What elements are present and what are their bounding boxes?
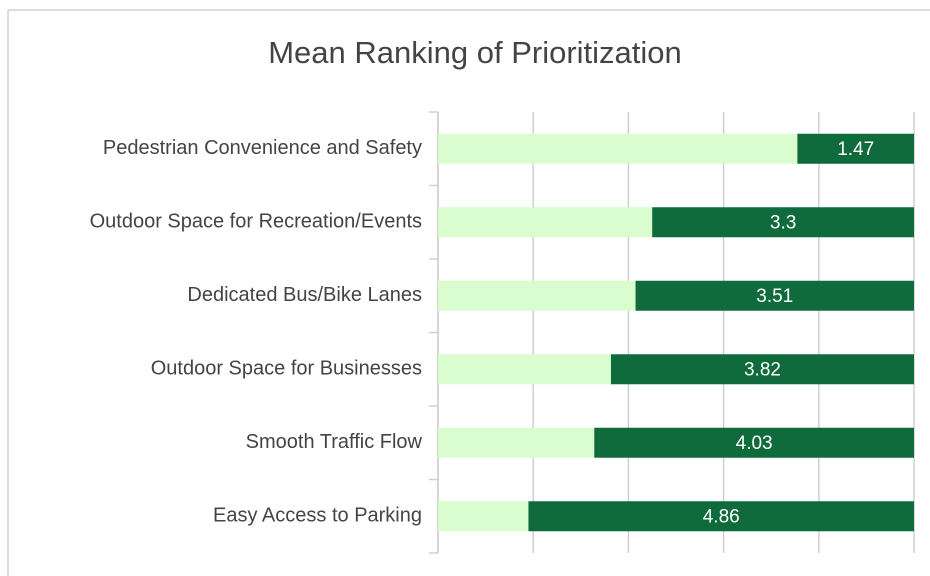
y-tick-label: Outdoor Space for Recreation/Events [90, 211, 422, 233]
chart-title: Mean Ranking of Prioritization [268, 35, 682, 70]
bar-segment [610, 354, 914, 385]
bar-segment [528, 501, 914, 532]
bar-segment [438, 427, 595, 458]
data-label: 1.47 [837, 139, 874, 160]
bar-segment [594, 427, 914, 458]
bar-segment [438, 133, 798, 164]
y-tick-label: Dedicated Bus/Bike Lanes [187, 284, 422, 306]
bar-segment [438, 354, 611, 385]
bar-segment [438, 280, 636, 311]
bar-segment [797, 133, 914, 164]
data-label: 4.03 [736, 433, 773, 454]
bar-segment [635, 280, 914, 311]
data-label: 4.86 [703, 506, 740, 527]
data-label: 3.82 [744, 359, 781, 380]
y-tick-label: Outdoor Space for Businesses [151, 358, 422, 380]
data-label: 3.3 [770, 212, 796, 233]
data-label: 3.51 [756, 286, 793, 307]
y-tick-label: Smooth Traffic Flow [246, 431, 423, 453]
bar-segment [652, 207, 914, 238]
bar-segment [438, 207, 653, 238]
y-tick-label: Easy Access to Parking [213, 505, 422, 527]
bar-segment [438, 501, 529, 532]
y-tick-label: Pedestrian Convenience and Safety [103, 137, 422, 159]
